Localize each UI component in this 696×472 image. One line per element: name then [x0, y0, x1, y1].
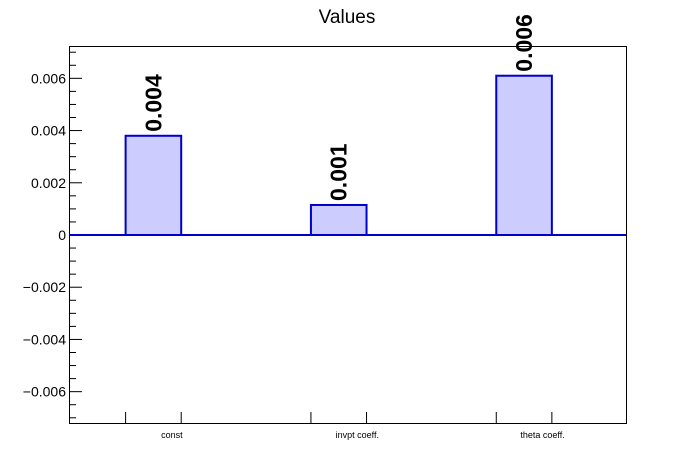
plot-frame	[69, 46, 627, 424]
y-tick-label: −0.004	[23, 331, 66, 347]
bar	[124, 134, 183, 236]
bar-value-label: 0.004	[140, 74, 166, 132]
y-axis: −0.006 −0.004 −0.002 0 0.002 0.004 0.006	[23, 51, 82, 419]
y-tick-label: −0.006	[23, 384, 66, 400]
y-tick-label: 0	[58, 227, 66, 243]
bar	[309, 203, 368, 237]
x-axis: const invpt coeff. theta coeff.	[125, 412, 565, 440]
bar-value-label: 0.001	[326, 143, 352, 201]
y-tick-label: −0.002	[23, 279, 66, 295]
bar-value-label: 0.006	[511, 14, 537, 72]
y-tick-label: 0.004	[31, 123, 66, 139]
x-category-label: invpt coeff.	[336, 430, 379, 440]
x-category-label: theta coeff.	[520, 430, 564, 440]
x-category-label: const	[161, 430, 183, 440]
bar	[495, 74, 553, 236]
y-tick-label: 0.006	[31, 70, 66, 86]
data-labels: 0.004 0.001 0.006	[140, 14, 537, 201]
chart-title: Values	[319, 7, 376, 28]
bars	[124, 74, 553, 237]
y-tick-label: 0.002	[31, 175, 66, 191]
